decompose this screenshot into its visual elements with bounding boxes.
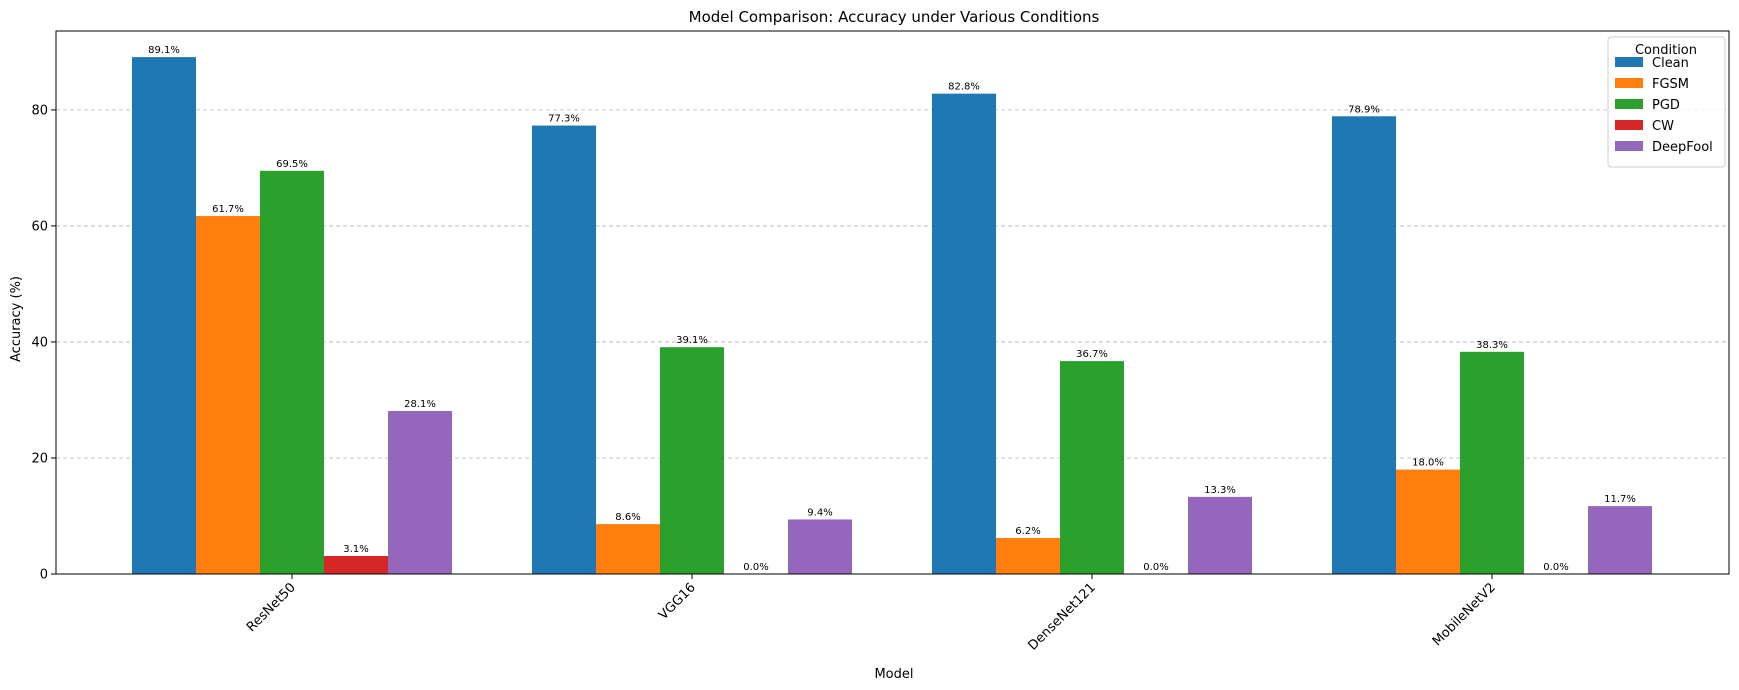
legend-box — [1607, 36, 1726, 168]
legend-label-fgsm: FGSM — [1652, 77, 1689, 92]
bar-fgsm-vgg16 — [596, 524, 660, 574]
bar-pgd-resnet50 — [260, 170, 324, 574]
x-axis: ResNet50 VGG16 DenseNet121 MobileNetV2 — [244, 574, 1499, 654]
x-axis-label: Model — [874, 667, 913, 682]
bar-deepfool-vgg16 — [788, 519, 852, 574]
bar-deepfool-mobilenetv2 — [1588, 506, 1652, 574]
data-label: 61.7% — [212, 204, 244, 215]
data-label: 6.2% — [1015, 526, 1040, 537]
data-label: 69.5% — [276, 159, 308, 170]
data-labels: 89.1% 61.7% 69.5% 3.1% 28.1% 77.3% 8.6% 39.1% 0.… — [148, 45, 1636, 573]
bar-fgsm-mobilenetv2 — [1396, 469, 1460, 574]
bar-cw-resnet50 — [324, 556, 388, 574]
bar-deepfool-resnet50 — [388, 410, 452, 574]
bar-clean-mobilenetv2 — [1332, 116, 1396, 575]
data-label: 8.6% — [615, 512, 640, 523]
x-tick-label: MobileNetV2 — [1430, 580, 1499, 649]
data-label: 36.7% — [1076, 349, 1108, 360]
data-label: 11.7% — [1604, 494, 1636, 505]
bars — [132, 57, 1652, 575]
legend-label-pgd: PGD — [1652, 98, 1680, 113]
data-label: 28.1% — [404, 399, 436, 410]
y-tick-label: 80 — [31, 103, 48, 118]
y-tick-label: 60 — [31, 219, 48, 234]
data-label: 3.1% — [343, 544, 368, 555]
legend-swatch-deepfool — [1615, 141, 1643, 151]
legend-title: Condition — [1635, 43, 1697, 58]
legend-swatch-fgsm — [1615, 78, 1643, 88]
legend-swatch-pgd — [1615, 99, 1643, 109]
data-label: 9.4% — [807, 507, 832, 518]
data-label: 38.3% — [1476, 340, 1508, 351]
y-tick-label: 20 — [31, 451, 48, 466]
data-label: 82.8% — [948, 82, 980, 93]
legend-swatch-cw — [1615, 120, 1643, 130]
data-label: 0.0% — [1543, 562, 1568, 573]
data-label: 18.0% — [1412, 458, 1444, 469]
legend-swatch-clean — [1615, 57, 1643, 67]
bar-clean-resnet50 — [132, 57, 196, 574]
bar-pgd-mobilenetv2 — [1460, 351, 1524, 574]
bar-pgd-densenet121 — [1060, 361, 1124, 574]
data-label: 0.0% — [743, 562, 768, 573]
chart-title: Model Comparison: Accuracy under Various… — [689, 8, 1100, 26]
x-tick-label: VGG16 — [656, 580, 699, 623]
legend-label-cw: CW — [1652, 119, 1674, 134]
x-tick-label: DenseNet121 — [1026, 580, 1099, 653]
x-tick-label: ResNet50 — [244, 580, 299, 635]
y-axis-label: Accuracy (%) — [9, 276, 24, 362]
legend-label-deepfool: DeepFool — [1652, 140, 1713, 155]
y-tick-label: 40 — [31, 335, 48, 350]
data-label: 89.1% — [148, 45, 180, 56]
plot-frame — [55, 30, 1730, 575]
bar-pgd-vgg16 — [660, 347, 724, 574]
bar-clean-densenet121 — [932, 93, 996, 575]
y-tick-label: 0 — [40, 568, 48, 583]
y-axis: 0 20 40 60 80 — [31, 103, 56, 583]
data-label: 0.0% — [1143, 562, 1168, 573]
bar-fgsm-densenet121 — [996, 538, 1060, 574]
bar-clean-vgg16 — [532, 125, 596, 574]
data-label: 13.3% — [1204, 485, 1236, 496]
bar-fgsm-resnet50 — [196, 216, 260, 574]
data-label: 77.3% — [548, 114, 580, 125]
bar-deepfool-densenet121 — [1188, 496, 1252, 574]
data-label: 78.9% — [1348, 104, 1380, 115]
legend-label-clean: Clean — [1652, 56, 1689, 71]
data-label: 39.1% — [676, 335, 708, 346]
gridlines — [56, 109, 1729, 459]
legend: Condition Clean FGSM PGD CW DeepFool — [1607, 36, 1726, 168]
